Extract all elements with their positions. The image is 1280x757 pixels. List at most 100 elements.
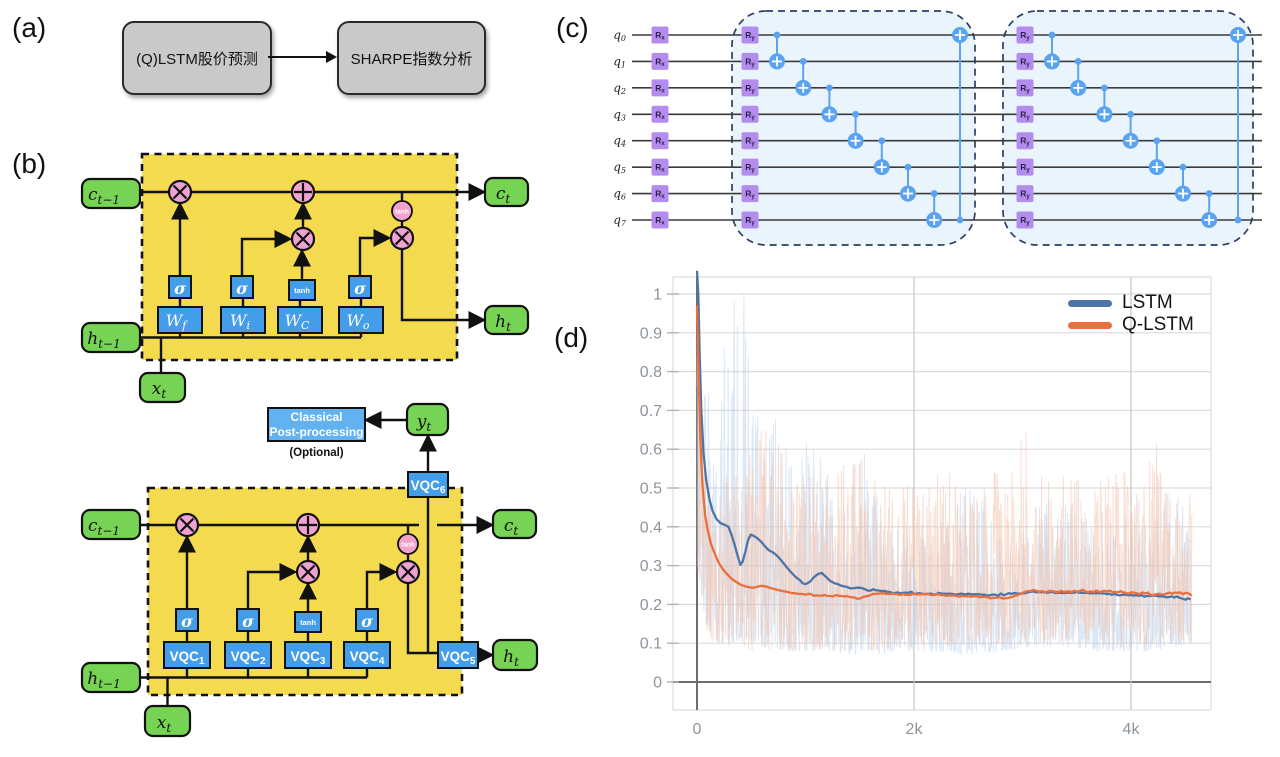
c-out-node: ct (483, 176, 530, 208)
vqc5-box: VQC5 (437, 641, 479, 669)
legend-row-lstm: LSTM (1068, 292, 1194, 314)
c-prev-node: ct−1 (80, 177, 142, 210)
svg-text:σ: σ (181, 612, 193, 631)
pointwise-add-node (290, 179, 316, 205)
legend-row-qlstm: Q-LSTM (1068, 314, 1194, 336)
svg-text:Rx: Rx (655, 30, 665, 42)
qubit-label-2: q2 (613, 81, 626, 96)
ry-gate: Ry (741, 132, 759, 150)
svg-text:Rx: Rx (655, 109, 665, 121)
lstm-legend-swatch (1068, 299, 1112, 307)
svg-text:σ: σ (242, 612, 254, 631)
svg-text:ct−1: ct−1 (88, 516, 120, 538)
svg-text:ht−1: ht−1 (87, 669, 120, 691)
weight-box-wc: WC (277, 306, 323, 334)
svg-text:Rx: Rx (655, 56, 665, 68)
classical-lstm-cell: tanh σ σ tanh (80, 152, 530, 404)
entangling-block-2 (1002, 10, 1254, 246)
cnot-gate (1070, 58, 1087, 96)
svg-text:tanh: tanh (300, 618, 316, 627)
raw-series-Q-LSTM-raw (696, 358, 1193, 651)
qubit-label-5: q5 (613, 160, 626, 175)
tanh-node: tanh (391, 200, 413, 222)
ry-gate: Ry (741, 105, 759, 123)
qubit-label-4: q4 (613, 134, 626, 149)
svg-text:Rx: Rx (655, 189, 665, 201)
vqc6-box: VQC6 (407, 471, 449, 498)
svg-text:σ: σ (354, 279, 366, 298)
smoothed-series-LSTM (695, 270, 1192, 601)
sigma-gate: σ (230, 275, 254, 299)
svg-text:Ry: Ry (1020, 136, 1030, 148)
cnot-gate (1201, 190, 1218, 229)
panel-b-label: (b) (12, 148, 47, 179)
svg-text:tanh: tanh (294, 286, 310, 295)
x-tick-label: 0 (693, 721, 702, 738)
pointwise-multiply-node (295, 559, 321, 585)
h-out-node: ht (483, 304, 530, 336)
flow-box-sharpe-analysis: SHARPE指数分析 (337, 21, 486, 95)
optional-note: (Optional) (289, 447, 343, 459)
svg-text:Ry: Ry (1020, 189, 1030, 201)
svg-text:Rx: Rx (655, 83, 665, 95)
svg-text:Wo: Wo (346, 311, 369, 332)
smoothed-series-Q-LSTM (695, 305, 1193, 600)
weight-box-wo: Wo (338, 306, 384, 334)
svg-text:Rx: Rx (655, 136, 665, 148)
svg-text:ct−1: ct−1 (88, 185, 120, 207)
weight-box-wi: Wi (220, 306, 266, 334)
svg-text:xt: xt (152, 379, 167, 401)
panel-c-label: (c) (556, 12, 589, 43)
qlstm-legend-swatch (1068, 321, 1112, 329)
cnot-gate (900, 163, 916, 202)
qlstm-legend-label: Q-LSTM (1122, 314, 1194, 335)
svg-text:Ry: Ry (1020, 56, 1030, 68)
svg-text:WC: WC (285, 311, 310, 332)
svg-text:tanh: tanh (395, 209, 409, 216)
svg-text:Ry: Ry (1020, 162, 1030, 174)
cnot-gate (1096, 84, 1113, 123)
pointwise-multiply-node (167, 179, 193, 205)
weight-box-wf: Wf (157, 306, 203, 334)
qubit-label-7: q7 (613, 213, 627, 228)
svg-text:xt: xt (157, 713, 172, 735)
svg-text:Classical: Classical (290, 410, 342, 424)
x-input-node: xt (138, 371, 187, 404)
y-tick-label: 0 (653, 675, 662, 692)
svg-text:Ry: Ry (745, 109, 755, 121)
svg-text:Wf: Wf (166, 311, 188, 332)
tanh-node: tanh (397, 533, 419, 555)
svg-text:ht: ht (495, 312, 511, 334)
lstm-legend-label: LSTM (1122, 292, 1173, 313)
y-tick-label: 0.1 (640, 636, 662, 653)
pointwise-multiply-node (290, 226, 316, 252)
svg-text:ht: ht (503, 647, 519, 669)
flow-arrow (268, 51, 337, 63)
svg-text:yt: yt (416, 412, 432, 434)
pointwise-multiply-node (395, 559, 421, 585)
ry-gate: Ry (741, 158, 759, 176)
y-tick-label: 0.4 (640, 519, 662, 536)
svg-text:tanh: tanh (401, 542, 415, 549)
sigma-gate: σ (236, 608, 260, 632)
ry-gate: Ry (741, 26, 759, 44)
cnot-gate (847, 110, 864, 149)
cnot-gate (821, 84, 838, 123)
cnot-gate (1175, 163, 1191, 202)
rx-gate: Rx (651, 132, 669, 150)
ry-gate: Ry (741, 52, 759, 70)
sigma-gate: σ (348, 275, 372, 299)
rx-gate: Rx (651, 52, 669, 70)
ry-gate: Ry (1016, 105, 1034, 123)
ry-gate: Ry (1016, 158, 1034, 176)
lstm-diagrams-svg: tanh σ σ tanh (80, 152, 539, 738)
svg-text:σ: σ (361, 612, 373, 631)
svg-text:Ry: Ry (1020, 83, 1030, 95)
svg-text:VQC4: VQC4 (350, 649, 385, 667)
x-input-node: xt (143, 704, 192, 738)
cnot-gate (795, 58, 812, 96)
ry-gate: Ry (1016, 211, 1034, 229)
svg-text:Post-processing: Post-processing (269, 425, 363, 439)
svg-text:σ: σ (236, 279, 248, 298)
rx-gate: Rx (651, 79, 669, 97)
